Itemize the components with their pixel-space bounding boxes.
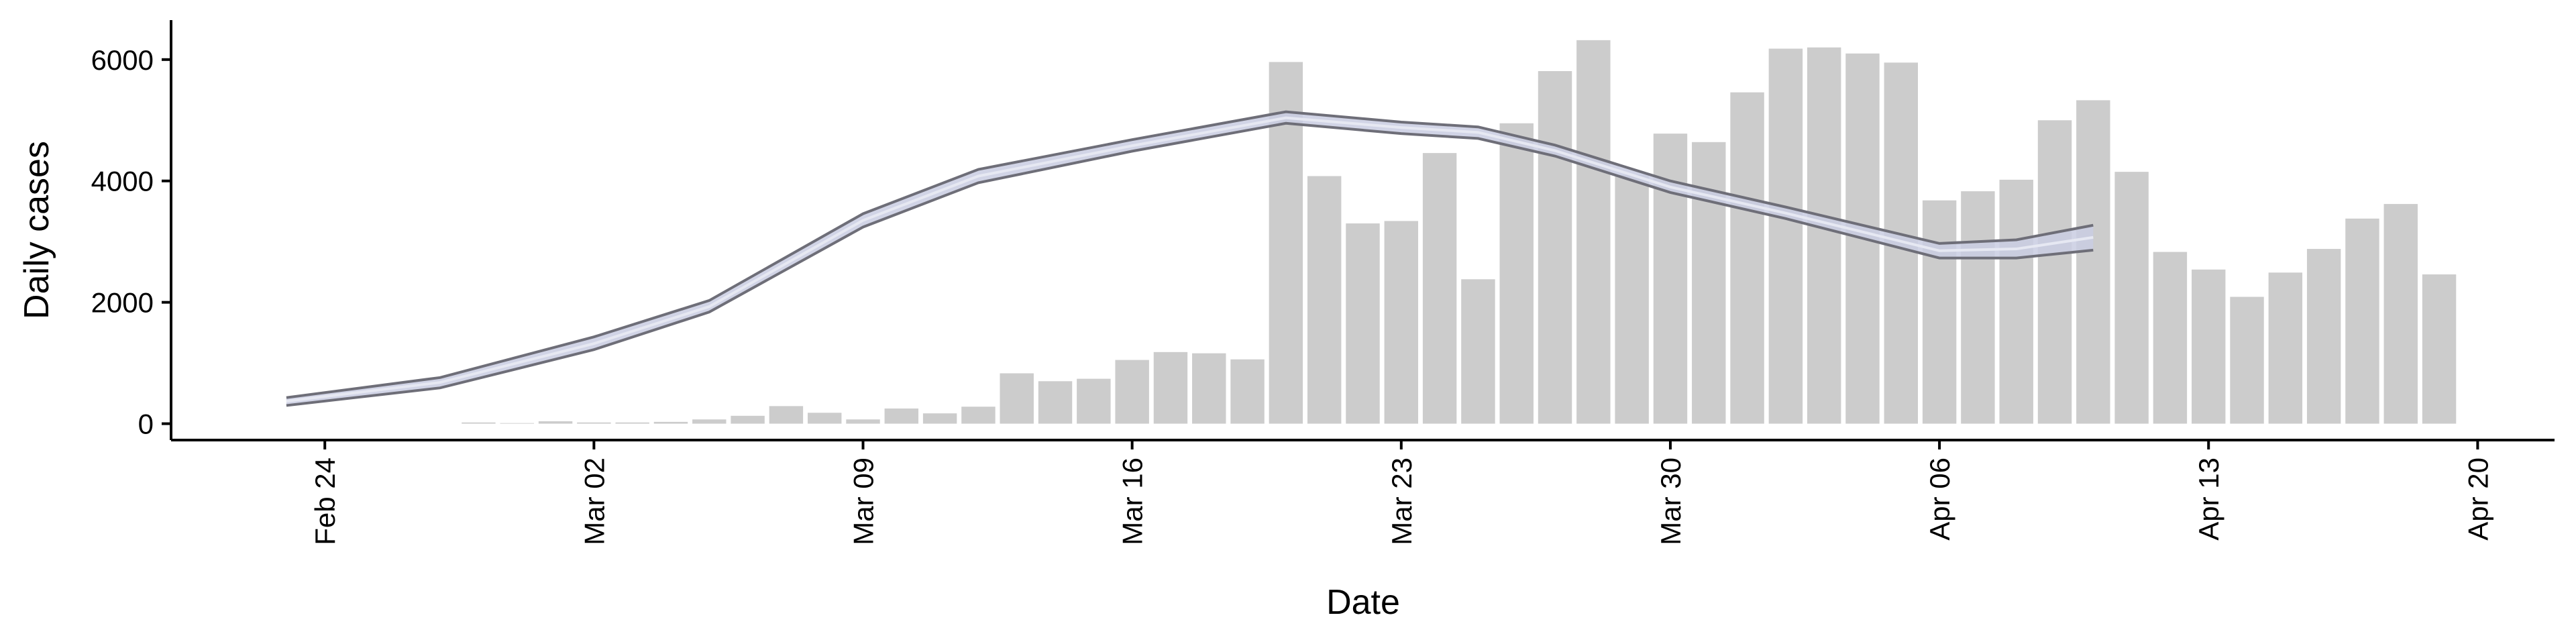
bar (1999, 179, 2033, 424)
bar (2268, 272, 2303, 424)
bar (1307, 176, 1342, 424)
bar (615, 422, 649, 424)
fit-line (286, 116, 2094, 403)
bar (2076, 100, 2110, 424)
bar (1153, 352, 1188, 424)
bar (1730, 92, 1764, 424)
x-tick-label: Feb 24 (309, 458, 341, 545)
bar (653, 421, 688, 424)
bar (1538, 70, 1572, 424)
bar (2192, 269, 2226, 424)
x-tick-label: Mar 16 (1117, 458, 1148, 545)
bar (1115, 360, 1149, 424)
bar (1692, 142, 1726, 424)
bar (769, 406, 804, 424)
bar (1768, 48, 1803, 424)
x-tick-label: Apr 06 (1924, 458, 1955, 541)
bar (1230, 359, 1265, 424)
y-tick-label: 6000 (91, 44, 154, 76)
bar (2306, 249, 2341, 424)
bar (2230, 297, 2264, 424)
upper-line (286, 110, 2094, 399)
bar (1192, 353, 1226, 424)
x-tick-label: Apr 13 (2193, 458, 2224, 541)
bar (538, 421, 573, 424)
x-tick-label: Mar 23 (1386, 458, 1417, 545)
bar (1922, 200, 1957, 424)
x-axis-title: Date (1326, 583, 1400, 622)
bar (884, 408, 919, 424)
bar (500, 423, 534, 424)
bar (2114, 172, 2149, 424)
lower-line (286, 121, 2094, 407)
bar (1615, 174, 1649, 424)
bar (2422, 274, 2457, 424)
bar (846, 419, 880, 424)
bar (1077, 378, 1111, 424)
x-tick-label: Mar 30 (1655, 458, 1686, 545)
y-tick-label: 4000 (91, 166, 154, 197)
y-tick-label: 0 (138, 409, 154, 440)
x-tick-label: Mar 09 (848, 458, 879, 545)
bar (2153, 252, 2188, 424)
bar (2383, 204, 2418, 424)
bar (1461, 279, 1495, 424)
bar (1576, 40, 1611, 424)
bar (577, 422, 611, 424)
x-tick-label: Apr 20 (2462, 458, 2493, 541)
bar (1384, 221, 1419, 424)
bar (1346, 223, 1380, 424)
bar (1499, 123, 1534, 424)
bar (922, 413, 957, 424)
bar (731, 415, 765, 424)
bar (1000, 373, 1034, 424)
bar (2037, 120, 2072, 424)
bar (961, 407, 996, 424)
bar (2345, 218, 2379, 424)
bar (1807, 47, 1841, 424)
bar (692, 419, 727, 424)
bar (462, 422, 496, 424)
y-tick-label: 2000 (91, 287, 154, 319)
bar (1038, 381, 1073, 424)
x-tick-label: Mar 02 (578, 458, 610, 545)
bar (1961, 191, 1995, 424)
bar (1422, 153, 1457, 424)
bar (807, 413, 842, 424)
y-axis-title: Daily cases (17, 141, 56, 319)
